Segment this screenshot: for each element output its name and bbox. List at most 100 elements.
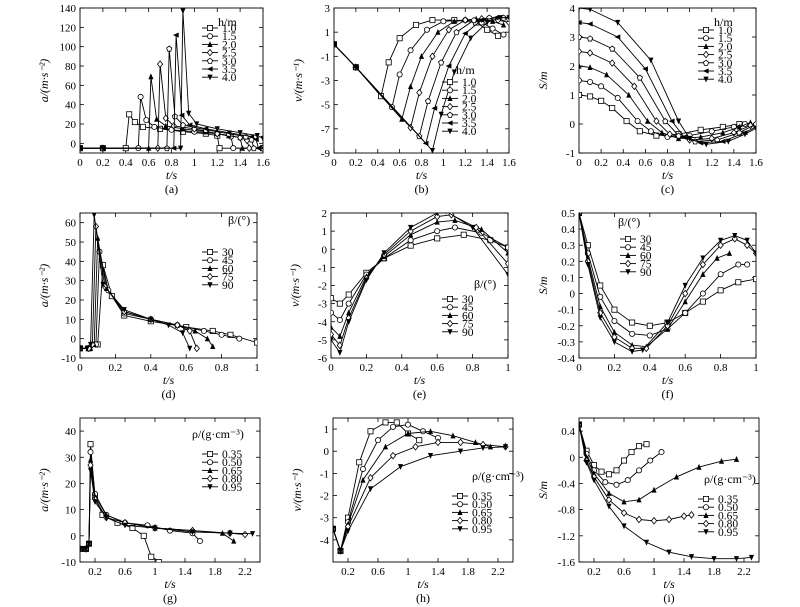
legend-marker <box>456 492 463 499</box>
data-point <box>131 119 138 126</box>
legend-label: 2.0 <box>222 39 237 51</box>
series-line-4.0 <box>80 10 263 149</box>
legend-label: 1.5 <box>718 33 733 45</box>
data-point <box>753 125 756 132</box>
chart-panel-i: 0.2 0.6 1 1.4 1.8 2.2 -1.6 -1.2 -0.8 -0.4 0 0.4 t/s S… <box>536 417 760 605</box>
y-tick-label: -4 <box>320 535 330 547</box>
y-tick-label: -6 <box>318 353 328 365</box>
data-point <box>462 16 469 24</box>
data-point <box>429 52 436 61</box>
legend-marker <box>206 450 213 457</box>
data-point <box>80 145 83 152</box>
data-point <box>636 496 642 503</box>
y-tick-label: -9 <box>321 148 331 160</box>
x-tick-label: 1 <box>753 362 759 374</box>
data-point <box>636 443 643 450</box>
data-point <box>587 93 594 100</box>
data-point <box>457 448 464 455</box>
data-point <box>129 524 136 531</box>
y-tick-label: -0.4 <box>558 478 576 490</box>
data-point <box>424 97 432 105</box>
data-point <box>586 21 593 27</box>
y-tick-label: 0.4 <box>561 224 575 236</box>
data-point <box>427 453 434 459</box>
data-point <box>718 458 725 464</box>
data-point <box>193 344 200 353</box>
legend-label: 75 <box>640 259 652 271</box>
legend-title: h/m <box>456 63 475 77</box>
x-tick-label: 0 <box>576 362 582 374</box>
data-point <box>696 463 702 470</box>
data-point <box>460 231 467 238</box>
data-point <box>100 145 106 152</box>
data-point <box>204 335 211 342</box>
data-point <box>495 32 502 39</box>
x-tick-label: 1.4 <box>431 566 445 578</box>
data-point <box>187 345 193 352</box>
data-point <box>640 347 646 354</box>
x-tick-label: 0.2 <box>587 566 601 578</box>
data-point <box>675 118 682 125</box>
legend-label: 0.80 <box>472 516 492 528</box>
data-point <box>434 218 440 225</box>
data-point <box>137 93 144 100</box>
data-point <box>389 451 397 460</box>
series-line-60 <box>579 213 730 348</box>
legend-title: ρ/(g·cm⁻³) <box>192 427 244 441</box>
data-point <box>413 21 420 28</box>
legend-label: 45 <box>462 302 474 314</box>
y-tick-label: 1 <box>325 27 331 39</box>
legend-label: 1.5 <box>222 31 237 43</box>
data-point <box>497 15 503 21</box>
data-point <box>717 241 724 250</box>
y-tick-label: 80 <box>65 61 77 73</box>
y-tick-label: 40 <box>65 426 77 438</box>
x-tick-label: 1.2 <box>705 157 719 169</box>
data-point <box>631 82 638 91</box>
legend-label: 0.35 <box>718 494 738 506</box>
data-point <box>429 147 436 153</box>
data-point <box>457 438 464 447</box>
data-point <box>587 8 593 13</box>
chart-panel-g: 0.2 0.6 1 1.4 1.8 2.2 -10 0 10 20 30 40 t/s a/(m·s⁻²)… <box>37 417 261 605</box>
data-point <box>579 33 583 40</box>
y-axis-label: a/(m·s⁻²) <box>37 468 51 512</box>
legend-marker <box>206 272 214 281</box>
data-point <box>626 91 632 98</box>
data-point <box>139 123 146 130</box>
data-point <box>736 123 743 130</box>
data-point <box>246 144 253 153</box>
data-point <box>237 130 243 136</box>
data-point <box>92 499 98 505</box>
y-tick-label: 0.4 <box>561 426 575 438</box>
data-point <box>367 486 374 493</box>
series-line-90 <box>331 213 508 354</box>
data-point <box>700 271 706 277</box>
data-point <box>88 341 94 348</box>
legend-marker <box>625 235 632 242</box>
legend-marker <box>446 87 453 94</box>
legend-marker <box>625 269 631 275</box>
data-point <box>346 309 352 316</box>
y-axis-label: a/(m·s⁻²) <box>37 59 51 103</box>
data-point <box>602 479 609 486</box>
data-point <box>579 8 581 12</box>
series-line-0.80 <box>333 441 506 553</box>
data-point <box>597 315 603 321</box>
series-group <box>331 213 508 356</box>
data-point <box>606 503 612 510</box>
series-line-0.80 <box>579 424 692 522</box>
x-tick-label: 0.6 <box>118 566 132 578</box>
data-point <box>611 317 618 324</box>
panel-caption: (i) <box>663 591 674 605</box>
data-point <box>239 144 246 151</box>
data-point <box>591 477 597 484</box>
data-point <box>180 125 186 132</box>
chart-panel-h: 0.2 0.6 1 1.4 1.8 2.2 -4 -3 -2 -1 0 1 t/s v/(m·s⁻¹) (h… <box>290 417 524 605</box>
x-tick-label: 0.2 <box>360 362 374 374</box>
data-point <box>86 541 92 547</box>
legend-marker <box>206 66 213 72</box>
series-group <box>579 213 756 355</box>
legend-title: h/m <box>714 15 733 29</box>
legend-marker <box>456 516 464 525</box>
